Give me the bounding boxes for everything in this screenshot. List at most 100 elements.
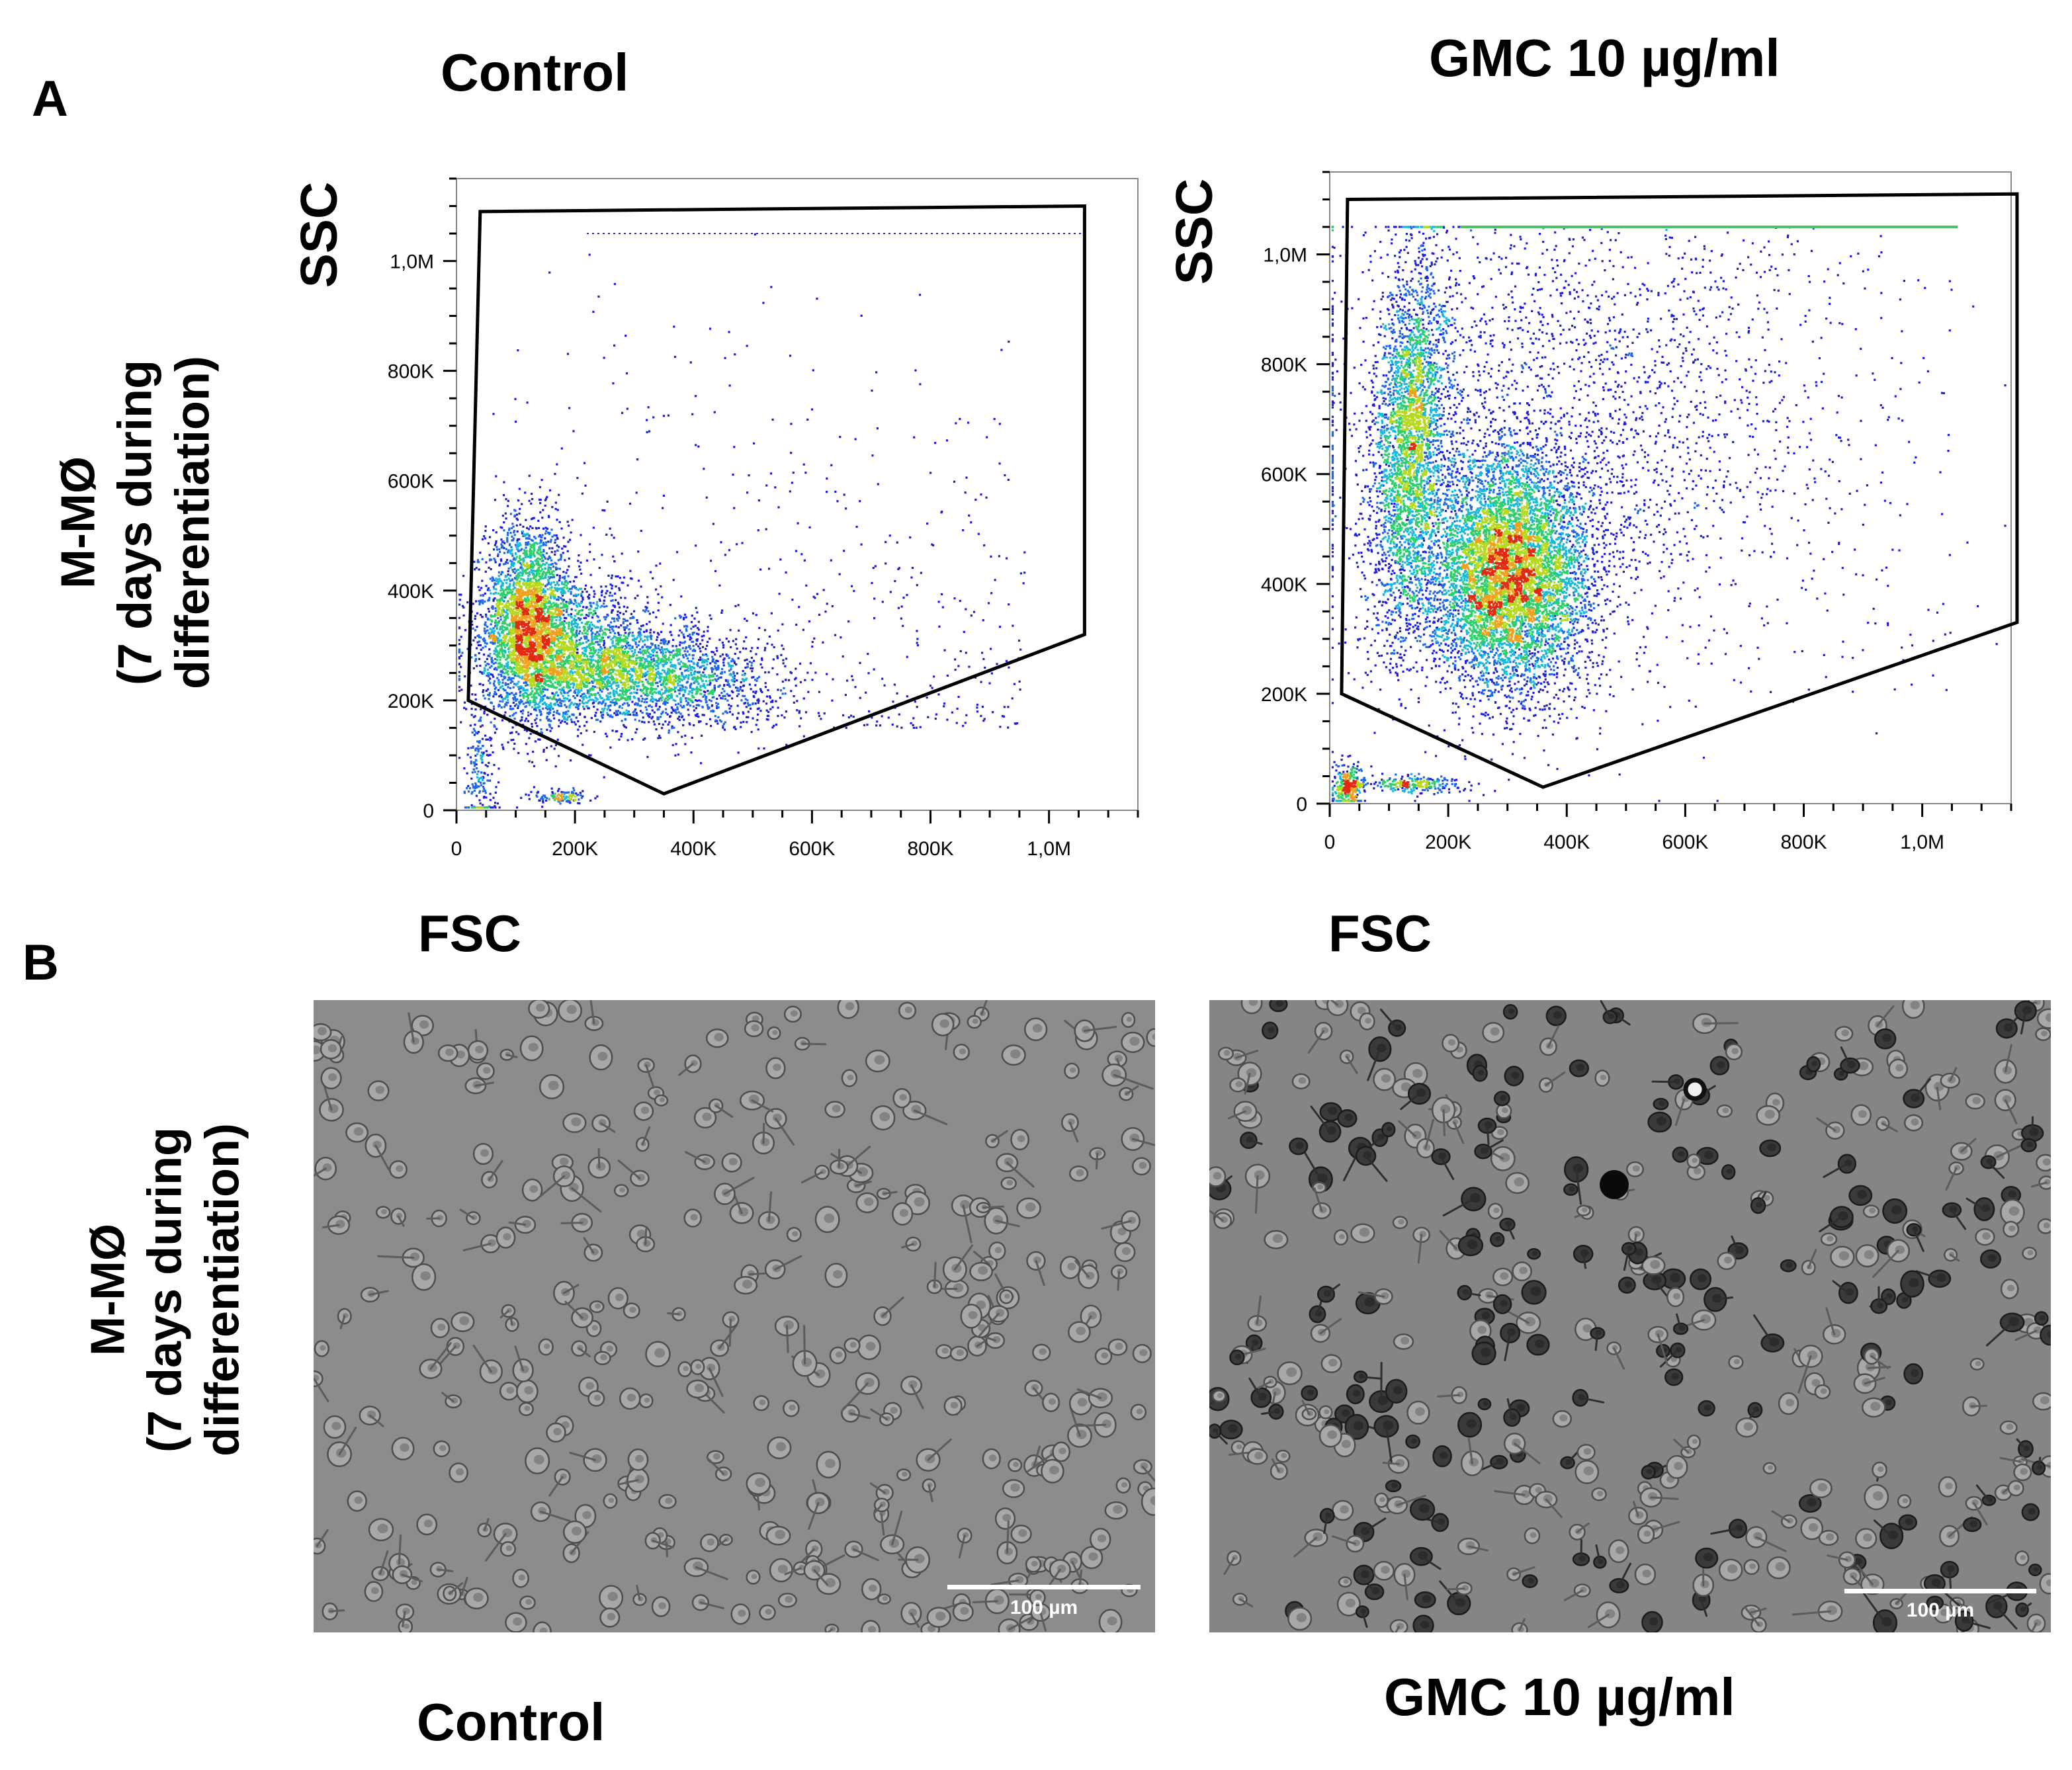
cell (1355, 1605, 1369, 1628)
cell (1780, 1259, 1797, 1273)
cell (765, 1057, 786, 1079)
cell (1059, 1255, 1081, 1279)
cell (767, 1026, 781, 1040)
cell (1492, 1294, 1512, 1314)
cell (1293, 1529, 1328, 1558)
cell (320, 1067, 342, 1090)
cell (364, 1581, 384, 1602)
cell (1030, 1603, 1051, 1632)
cell (395, 1603, 415, 1628)
cell (481, 1159, 503, 1189)
cell (1830, 1245, 1855, 1269)
cell (1900, 1270, 1924, 1298)
cell (521, 1178, 543, 1202)
cell (560, 1212, 593, 1233)
cell (1209, 1166, 1227, 1187)
cell (1262, 1021, 1279, 1040)
cell (327, 1426, 357, 1468)
cell (371, 1550, 390, 1581)
cell (1503, 1398, 1521, 1427)
gate-polygon (1340, 192, 2019, 789)
cell (753, 1395, 770, 1412)
cell (477, 1518, 492, 1538)
cell (1275, 1449, 1291, 1463)
cell (1994, 1480, 2017, 1501)
cell (1750, 1191, 1767, 1214)
cell (472, 1344, 503, 1384)
cell (1659, 1342, 1686, 1368)
cell (1067, 1407, 1092, 1448)
cell (1819, 1206, 1854, 1233)
cell (1094, 1347, 1113, 1365)
cell (1301, 1385, 1318, 1402)
row-label-a-line2: (7 days during (107, 356, 164, 689)
cell (1218, 1046, 1234, 1061)
cell (1826, 1551, 1856, 1569)
cell (1442, 1034, 1460, 1053)
cell (584, 1000, 604, 1031)
cell (1535, 1490, 1563, 1519)
cell (1346, 1384, 1365, 1405)
cell (1806, 1056, 1821, 1072)
panel-letter-b: B (22, 938, 59, 988)
cell (1695, 1547, 1719, 1569)
cell (1064, 1062, 1080, 1079)
cell (1412, 1615, 1434, 1632)
cell (1246, 1448, 1268, 1465)
cell (1412, 1226, 1431, 1264)
cell (2021, 1503, 2040, 1521)
cell (449, 1462, 468, 1483)
cell (1337, 1109, 1358, 1128)
scale-bar-label-control: 100 µm (947, 1597, 1141, 1619)
cell (587, 1390, 605, 1407)
cell (1373, 1560, 1395, 1581)
cell (391, 1437, 415, 1460)
cell (464, 1587, 489, 1610)
cell (984, 1206, 1020, 1235)
cell (1431, 1097, 1456, 1136)
cell (1860, 1589, 1898, 1632)
cell (583, 1237, 603, 1262)
cell (499, 1541, 516, 1557)
cell (1862, 1204, 1880, 1218)
cell (1505, 1171, 1530, 1195)
cell (999, 1289, 1014, 1304)
cell (1521, 1280, 1547, 1305)
y-tick-label: 1,0M (1263, 245, 1307, 267)
cell (1146, 1028, 1155, 1047)
cell (645, 1341, 671, 1368)
dark-cell-cluster (1600, 1170, 1629, 1199)
cell (1320, 1354, 1342, 1374)
cell (508, 1216, 537, 1234)
cell (1962, 1396, 1988, 1417)
cell (1379, 1008, 1406, 1037)
cell (1229, 1077, 1247, 1093)
cell (1572, 1388, 1605, 1407)
cell (591, 1114, 616, 1133)
cell (1717, 1251, 1737, 1271)
cell (1840, 1046, 1860, 1074)
cell (1545, 1005, 1567, 1027)
x-tick-label: 400K (670, 838, 716, 860)
x-tick-label: 800K (1780, 831, 1827, 853)
cell (870, 1105, 896, 1131)
cell (518, 1402, 534, 1417)
cell (953, 1044, 970, 1061)
cell (1025, 1556, 1042, 1573)
gate-polygon (466, 204, 1086, 796)
cell (2014, 1000, 2037, 1034)
cell (426, 1209, 447, 1228)
cell (1766, 1556, 1791, 1580)
cell (1569, 1059, 1589, 1077)
cell (1223, 1550, 1242, 1576)
cell (1382, 1454, 1410, 1474)
cell (988, 1241, 1006, 1261)
cell (1074, 1019, 1117, 1042)
cell (1848, 1185, 1873, 1206)
cell (314, 1156, 337, 1181)
fsc-label-control: FSC (418, 907, 521, 959)
x-tick-label: 800K (907, 838, 953, 860)
cell (1472, 1064, 1488, 1082)
cell (667, 1307, 686, 1322)
cell (1762, 1462, 1777, 1475)
